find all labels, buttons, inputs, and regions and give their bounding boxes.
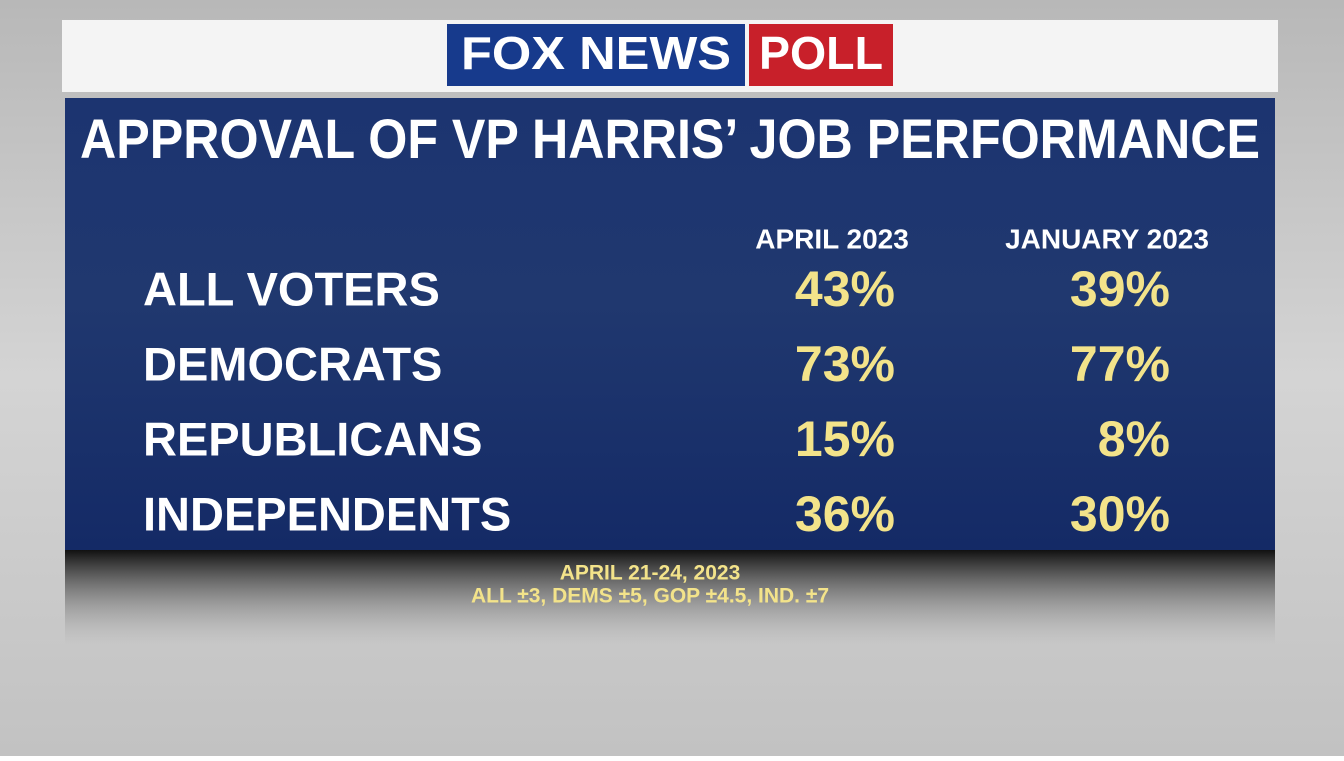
cell-value: 8% — [1098, 411, 1170, 467]
logo-brand: FOX NEWS — [461, 27, 731, 79]
row-label: INDEPENDENTS — [143, 487, 511, 540]
footer-dates: APRIL 21-24, 2023 — [560, 562, 741, 585]
footer-margins: ALL ±3, DEMS ±5, GOP ±4.5, IND. ±7 — [471, 585, 829, 608]
logo-product-box — [749, 24, 893, 86]
row-label: ALL VOTERS — [143, 262, 440, 315]
table: APRIL 2023 JANUARY 2023 ALL VOTERS 43% 39% DE… — [143, 223, 1209, 542]
column-header: APRIL 2023 — [755, 223, 909, 254]
panel-shadow — [65, 550, 1275, 645]
row-label: REPUBLICANS — [143, 412, 482, 465]
logo-brand-box — [447, 24, 745, 86]
title: APPROVAL OF VP HARRIS’ JOB PERFORMANCE — [80, 107, 1260, 170]
row-label: DEMOCRATS — [143, 337, 442, 390]
cell-value: 15% — [795, 411, 895, 467]
cell-value: 36% — [795, 486, 895, 542]
cell-value: 39% — [1070, 261, 1170, 317]
panel — [65, 98, 1275, 550]
cell-value: 43% — [795, 261, 895, 317]
cell-value: 77% — [1070, 336, 1170, 392]
logo-product: POLL — [759, 27, 883, 79]
column-header: JANUARY 2023 — [1005, 223, 1209, 254]
cell-value: 30% — [1070, 486, 1170, 542]
cell-value: 73% — [795, 336, 895, 392]
